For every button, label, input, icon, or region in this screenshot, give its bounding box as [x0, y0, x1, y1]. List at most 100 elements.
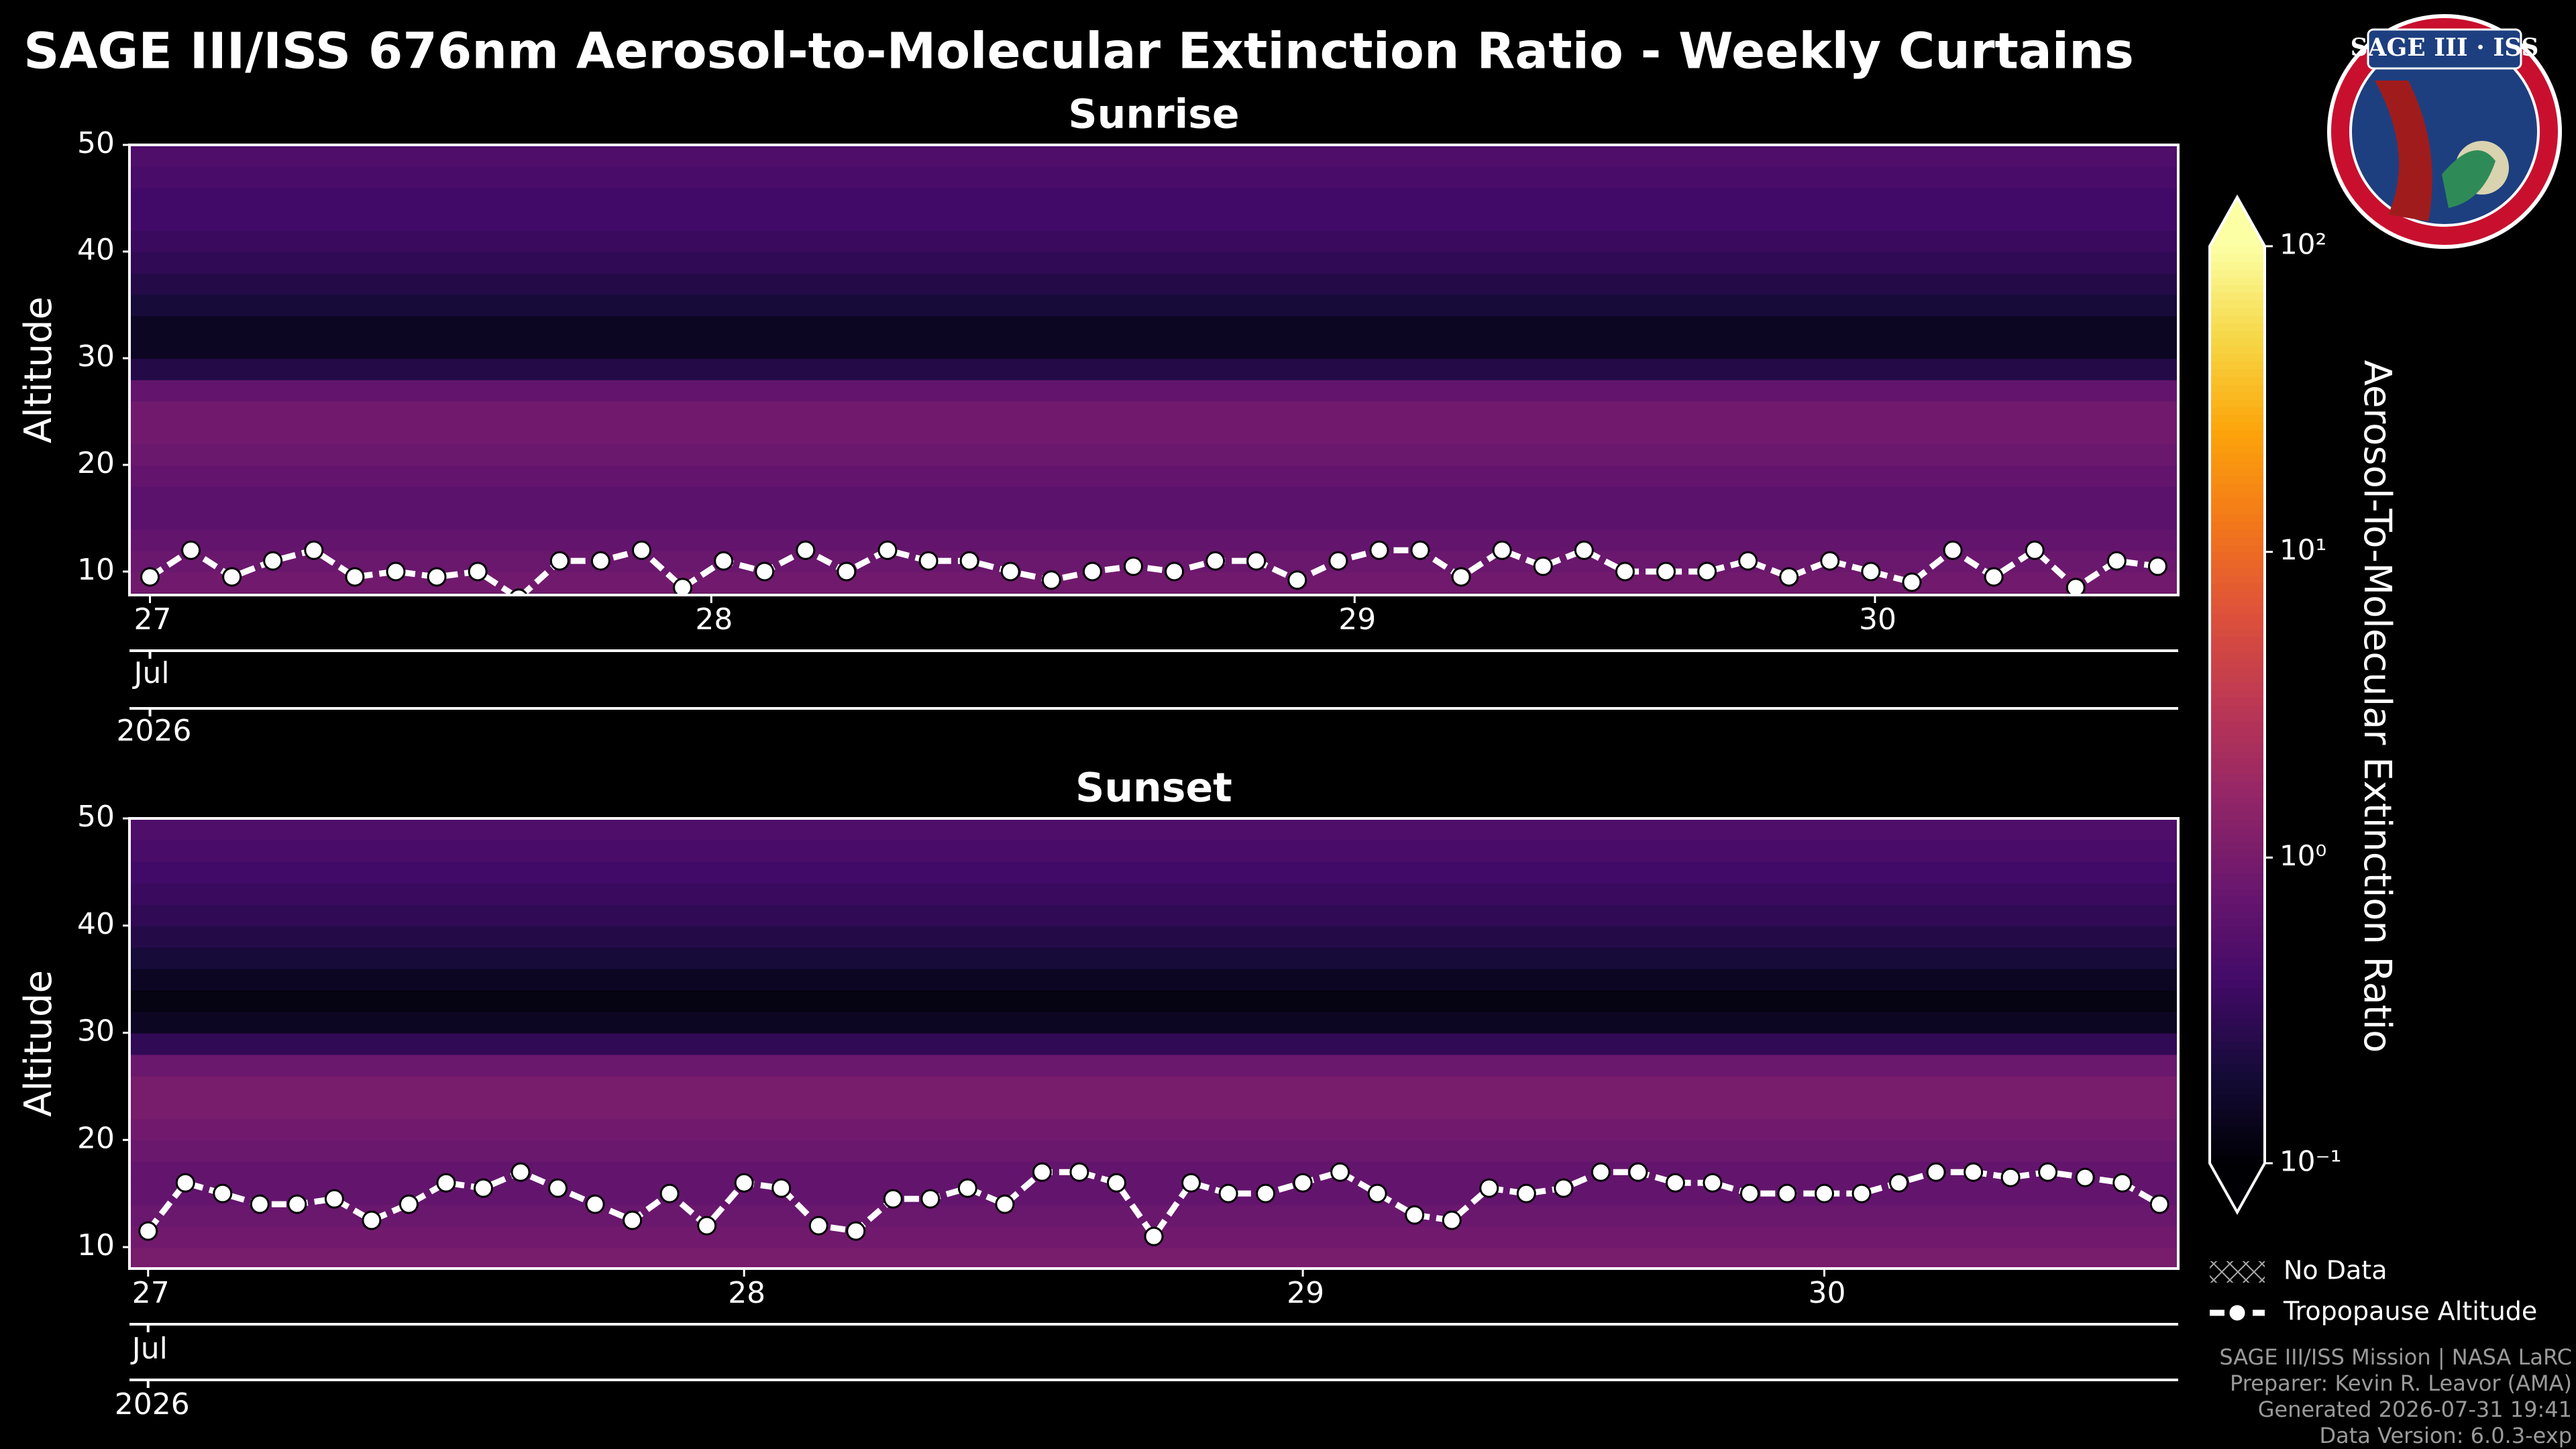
colorbar-gradient	[2210, 804, 2265, 812]
colorbar-gradient	[2210, 360, 2265, 370]
tropopause-marker	[1665, 1173, 1685, 1193]
colorbar-gradient	[2210, 269, 2265, 278]
tropopause-marker	[1926, 1162, 1946, 1182]
colorbar-gradient	[2210, 743, 2265, 751]
panel: 10 20 30 40 50 27 28 29 30 Jul 2026 Sunrise Altitude	[17, 91, 2180, 748]
heatmap-cell	[129, 818, 2178, 841]
colorbar-gradient	[2210, 460, 2265, 469]
footer-line: Data Version: 6.0.3-exp	[2319, 1423, 2572, 1448]
tropopause-marker	[1516, 1183, 1536, 1203]
footer: SAGE III/ISS Mission | NASA LaRC Prepare…	[2219, 1344, 2572, 1448]
colorbar-gradient	[2210, 720, 2265, 729]
colorbar-gradient	[2210, 407, 2265, 415]
heatmap-cell	[129, 379, 2178, 402]
tropopause-marker	[138, 1221, 158, 1241]
colorbar-gradient	[2210, 398, 2265, 408]
colorbar-gradient	[2210, 322, 2265, 331]
tropopause-marker	[436, 1173, 456, 1193]
logo: SAGE III · ISS	[2327, 14, 2562, 249]
tropopause-marker	[287, 1194, 307, 1214]
colorbar-gradient	[2210, 391, 2265, 400]
tropopause-marker	[1943, 540, 1963, 560]
colorbar-gradient	[2210, 758, 2265, 767]
y-tick-label: 30	[77, 339, 115, 374]
colorbar-gradient	[2210, 911, 2265, 920]
colorbar-gradient	[2210, 1010, 2265, 1019]
legend-hatch-swatch	[2210, 1261, 2265, 1283]
colorbar-gradient	[2210, 1155, 2265, 1164]
colorbar-gradient	[2210, 765, 2265, 775]
heatmap-cell	[129, 1097, 2178, 1120]
colorbar-gradient	[2210, 475, 2265, 484]
heatmap-cell	[129, 904, 2178, 926]
colorbar-gradient	[2210, 1063, 2265, 1073]
colorbar-gradient	[2210, 621, 2265, 629]
heatmap-cell	[129, 358, 2178, 380]
tropopause-marker	[1369, 540, 1389, 560]
colorbar-gradient	[2210, 353, 2265, 362]
colorbar-gradient	[2210, 957, 2265, 965]
y-tick-label: 40	[77, 233, 115, 267]
colorbar-gradient	[2210, 1125, 2265, 1134]
tropopause-marker	[1410, 540, 1430, 560]
colorbar-gradient	[2210, 414, 2265, 423]
tropopause-marker	[511, 1162, 531, 1182]
colorbar-gradient	[2210, 1087, 2265, 1095]
x-tick-label: 28	[728, 1276, 765, 1310]
colorbar-gradient	[2210, 422, 2265, 431]
tropopause-marker	[1964, 1162, 1984, 1182]
tropopause-marker	[1293, 1173, 1313, 1193]
heatmap-cell	[129, 925, 2178, 948]
tropopause-marker	[590, 551, 610, 571]
colorbar-extend-bottom	[2210, 1163, 2265, 1212]
tropopause-marker	[509, 588, 528, 595]
colorbar-gradient	[2210, 567, 2265, 576]
heatmap-cell	[129, 1054, 2178, 1077]
y-axis-label: Altitude	[17, 297, 60, 443]
tropopause-marker	[1820, 551, 1840, 571]
heatmap-cell	[129, 443, 2178, 466]
colorbar-gradient	[2210, 773, 2265, 782]
tropopause-marker	[995, 1194, 1015, 1214]
year-label: 2026	[115, 1387, 190, 1421]
colorbar-gradient	[2210, 682, 2265, 690]
x-tick-label: 28	[695, 602, 733, 637]
heatmap-cell	[129, 422, 2178, 445]
footer-line: SAGE III/ISS Mission | NASA LaRC	[2219, 1344, 2572, 1370]
tropopause-marker	[2149, 1194, 2169, 1214]
tropopause-marker	[877, 540, 898, 560]
colorbar-gradient	[2210, 1094, 2265, 1103]
colorbar-gradient	[2210, 605, 2265, 614]
tropopause-marker	[2000, 1167, 2021, 1187]
colorbar-gradient	[2210, 1140, 2265, 1149]
heatmap-cell	[129, 230, 2178, 253]
colorbar-gradient	[2210, 498, 2265, 507]
heatmap-cell	[129, 529, 2178, 551]
heatmap	[129, 145, 2178, 595]
colorbar-gradient	[2210, 987, 2265, 996]
heatmap-cell	[129, 272, 2178, 295]
heatmap-cell	[129, 861, 2178, 883]
heatmap-cell	[129, 1247, 2178, 1269]
y-tick-label: 20	[77, 446, 115, 480]
colorbar-gradient	[2210, 1071, 2265, 1080]
tropopause-marker	[1554, 1178, 1574, 1198]
heatmap-cell	[129, 1075, 2178, 1098]
tropopause-marker	[1256, 1183, 1276, 1203]
y-tick-label: 50	[77, 800, 115, 834]
tropopause-marker	[1739, 1183, 1760, 1203]
legend-label: No Data	[2284, 1256, 2387, 1285]
heatmap-cell	[129, 1161, 2178, 1184]
tropopause-marker	[1591, 1162, 1611, 1182]
tropopause-marker	[386, 561, 406, 582]
heatmap-cell	[129, 209, 2178, 231]
tropopause-marker	[959, 551, 979, 571]
colorbar-gradient	[2210, 934, 2265, 943]
colorbar-gradient	[2210, 712, 2265, 721]
tropopause-marker	[1106, 1173, 1126, 1193]
colorbar-gradient	[2210, 995, 2265, 1004]
tropopause-marker	[1123, 556, 1143, 576]
colorbar-gradient	[2210, 781, 2265, 790]
tropopause-marker	[623, 1210, 643, 1230]
colorbar-gradient	[2210, 307, 2265, 316]
